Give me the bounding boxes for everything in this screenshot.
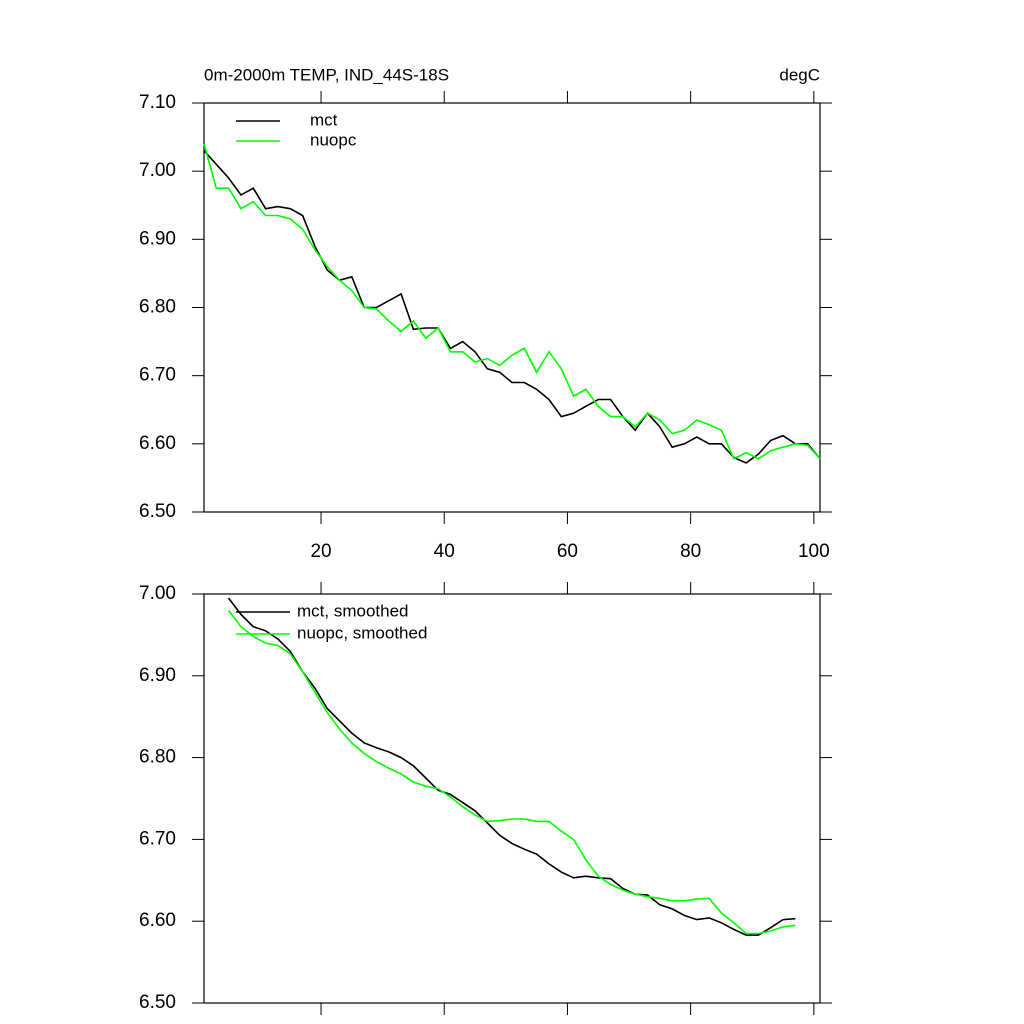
x-tick-label: 60 [557, 541, 578, 562]
legend-label: nuopc, smoothed [297, 623, 427, 642]
line-series [203, 143, 821, 460]
chart-title: 0m-2000m TEMP, IND_44S-18S [204, 65, 449, 84]
plot-frame [203, 593, 821, 1004]
y-tick-label: 7.00 [139, 583, 176, 604]
y-tick-label: 6.70 [139, 365, 176, 386]
y-tick-label: 6.90 [139, 228, 176, 249]
line-series [227, 609, 796, 935]
legend-label: mct, smoothed [297, 601, 409, 620]
y-tick-label: 6.70 [139, 828, 176, 849]
y-tick-label: 6.80 [139, 747, 176, 768]
y-tick-label: 7.10 [139, 92, 176, 113]
y-tick-label: 6.60 [139, 910, 176, 931]
line-series [227, 597, 796, 936]
y-tick-label: 6.60 [139, 433, 176, 454]
units-label: degC [779, 65, 820, 84]
y-tick-label: 6.80 [139, 297, 176, 318]
y-tick-label: 6.90 [139, 665, 176, 686]
x-tick-label: 40 [434, 541, 455, 562]
y-tick-label: 6.50 [139, 501, 176, 522]
line-series [203, 150, 821, 464]
legend-label: nuopc [310, 130, 357, 149]
y-tick-label: 6.50 [139, 992, 176, 1013]
x-tick-label: 20 [310, 541, 331, 562]
legend-label: mct [310, 110, 338, 129]
y-tick-label: 7.00 [139, 160, 176, 181]
x-tick-label: 80 [680, 541, 701, 562]
x-tick-label: 100 [798, 541, 830, 562]
